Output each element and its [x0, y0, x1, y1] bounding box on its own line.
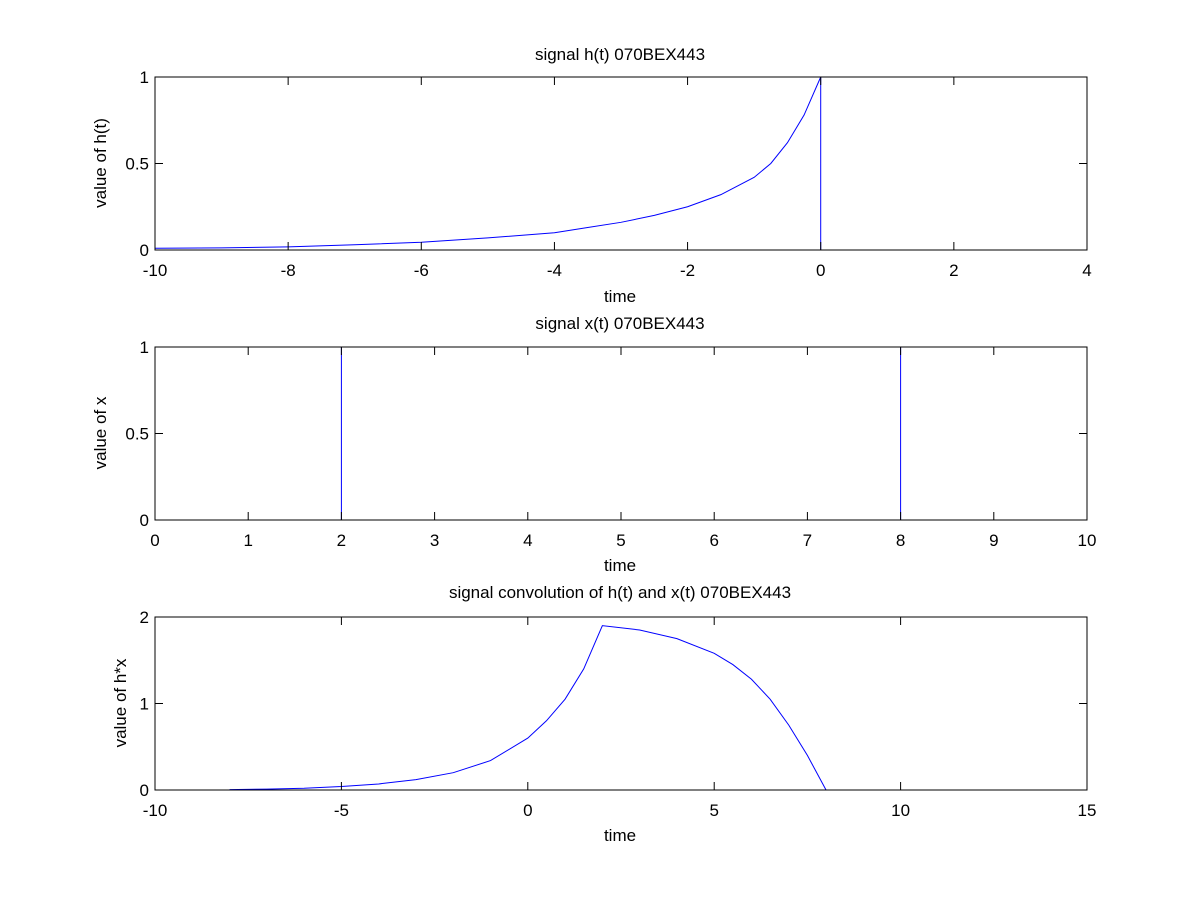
subplot-title: signal convolution of h(t) and x(t) 070B…: [449, 583, 791, 602]
x-tick-label: 0: [523, 801, 532, 820]
x-tick-label: -4: [547, 261, 562, 280]
subplot-title: signal x(t) 070BEX443: [535, 314, 704, 333]
subplot-h: signal h(t) 070BEX443 time value of h(t)…: [91, 45, 1092, 306]
x-axis-label: time: [604, 556, 636, 575]
subplot-x: signal x(t) 070BEX443 time value of x 0 1…: [91, 314, 1096, 575]
x-tick-label: 5: [709, 801, 718, 820]
series-line: [229, 625, 827, 791]
y-tick-label: 0: [140, 241, 149, 260]
x-tick-label: 8: [896, 531, 905, 550]
y-tick-label: 0.5: [125, 425, 149, 444]
x-tick-label: 3: [430, 531, 439, 550]
x-tick-label: 7: [803, 531, 812, 550]
x-tick-label: 6: [709, 531, 718, 550]
subplot-title: signal h(t) 070BEX443: [535, 45, 705, 64]
x-tick-label: 5: [616, 531, 625, 550]
y-tick-label: 1: [140, 338, 149, 357]
subplot-convolution: signal convolution of h(t) and x(t) 070B…: [111, 583, 1096, 845]
x-tick-label: 9: [989, 531, 998, 550]
x-tick-label: 2: [949, 261, 958, 280]
y-tick-label: 0: [140, 511, 149, 530]
x-tick-label: 1: [243, 531, 252, 550]
y-axis-label: value of x: [91, 396, 110, 469]
x-tick-label: -6: [414, 261, 429, 280]
x-tick-label: 4: [523, 531, 532, 550]
x-tick-label: -2: [680, 261, 695, 280]
x-axis-label: time: [604, 826, 636, 845]
x-tick-label: 0: [816, 261, 825, 280]
y-tick-label: 1: [140, 695, 149, 714]
x-tick-label: 0: [150, 531, 159, 550]
x-tick-label: -8: [281, 261, 296, 280]
y-tick-label: 0.5: [125, 155, 149, 174]
x-tick-label: -10: [143, 801, 168, 820]
y-axis-label: value of h(t): [91, 118, 110, 208]
x-tick-label: -10: [143, 261, 168, 280]
y-tick-label: 0: [140, 781, 149, 800]
y-tick-label: 2: [140, 608, 149, 627]
x-axis-label: time: [604, 287, 636, 306]
x-tick-label: 15: [1078, 801, 1097, 820]
x-tick-label: -5: [334, 801, 349, 820]
y-tick-label: 1: [140, 68, 149, 87]
x-tick-label: 4: [1082, 261, 1091, 280]
x-tick-label: 2: [337, 531, 346, 550]
y-axis-label: value of h*x: [111, 658, 130, 747]
x-tick-label: 10: [1078, 531, 1097, 550]
series-line: [154, 76, 822, 250]
x-tick-label: 10: [891, 801, 910, 820]
